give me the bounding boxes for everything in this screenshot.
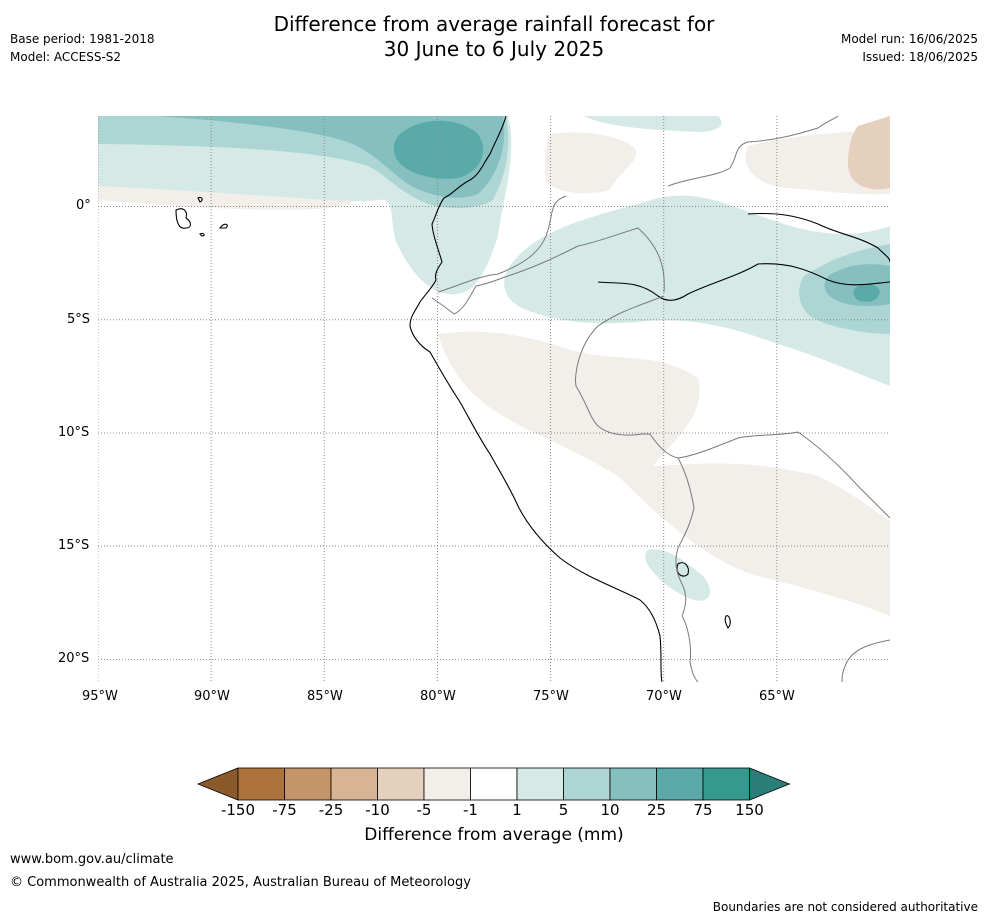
colorbar-tick-label: 75	[693, 801, 713, 819]
colorbar-segment	[470, 767, 518, 801]
page-title: Difference from average rainfall forecas…	[0, 12, 988, 62]
lon-label-80w: 80°W	[420, 689, 456, 704]
colorbar-segment	[609, 767, 657, 801]
lon-label-70w: 70°W	[646, 689, 682, 704]
lon-label-85w: 85°W	[307, 689, 343, 704]
colorbar-tick-label: 10	[600, 801, 620, 819]
border-colombia-venezuela	[667, 116, 839, 187]
model-run-text: Model run: 16/06/2025	[840, 32, 978, 46]
colorbar-segment	[330, 767, 378, 801]
island-san-cristobal	[218, 223, 228, 229]
colorbar-tick-label: -75	[272, 801, 297, 819]
lon-label-95w: 95°W	[82, 689, 118, 704]
title-line-1: Difference from average rainfall forecas…	[273, 12, 715, 36]
island-fernandina	[199, 232, 205, 237]
colorbar-segment	[516, 767, 564, 801]
wet-area-25-75-amazon	[853, 284, 880, 302]
border-bolivia-brazil	[797, 431, 890, 519]
legend-title: Difference from average (mm)	[364, 825, 624, 845]
wet-area-1-5-titicaca	[645, 549, 711, 601]
amazon-river-coast	[747, 212, 890, 263]
amazon-river	[597, 263, 890, 301]
model-text: Model: ACCESS-S2	[10, 50, 122, 64]
colorbar-segment	[563, 767, 611, 801]
lat-label-0: 0°	[76, 198, 91, 213]
coastline	[175, 116, 890, 682]
lon-label-65w: 65°W	[759, 689, 795, 704]
base-period-text: Base period: 1981-2018	[10, 32, 155, 46]
lat-label-20s: 20°S	[58, 651, 90, 666]
colorbar-segment	[237, 767, 285, 801]
island-santa-cruz	[197, 196, 203, 203]
colorbar-tick-label: -5	[416, 801, 432, 819]
colorbar-segment	[284, 767, 332, 801]
lat-label-10s: 10°S	[58, 425, 90, 440]
wet-area-25-75-ocean	[393, 120, 484, 179]
country-borders	[431, 116, 890, 682]
colorbar-segment	[423, 767, 471, 801]
colorbar-segment	[702, 767, 750, 801]
border-colombia-ecuador	[437, 195, 567, 293]
wet-area-1-5-amazon	[504, 195, 890, 386]
gridlines	[98, 116, 890, 682]
lat-label-15s: 15°S	[58, 538, 90, 553]
dry-area-peru-colombia	[544, 132, 637, 194]
wet-area-1-5-north	[584, 116, 722, 132]
lon-label-75w: 75°W	[533, 689, 569, 704]
colorbar-tick-label: 1	[512, 801, 522, 819]
galapagos-islands	[175, 196, 228, 237]
colorbar-segment	[377, 767, 425, 801]
dry-area-brazil-inner	[848, 116, 890, 190]
colorbar-tick-label: 5	[558, 801, 569, 819]
colorbar-tick-label: -1	[463, 801, 478, 819]
border-ecuador-peru	[431, 275, 509, 315]
lake-poopo	[724, 615, 731, 629]
colorbar-extend-max	[749, 767, 791, 801]
border-peru-bolivia	[675, 457, 695, 617]
colorbar-segments	[196, 767, 791, 801]
website-text: www.bom.gov.au/climate	[10, 852, 174, 867]
colorbar	[196, 767, 791, 801]
disclaimer-text: Boundaries are not considered authoritat…	[712, 900, 978, 914]
issued-text: Issued: 18/06/2025	[862, 50, 978, 64]
colorbar-extend-min	[196, 767, 239, 801]
colorbar-tick-label: -10	[365, 801, 390, 819]
title-line-2: 30 June to 6 July 2025	[383, 37, 605, 61]
island-isabela	[175, 208, 192, 229]
rainfall-map	[98, 116, 890, 682]
border-colombia-peru	[507, 227, 665, 293]
colorbar-tick-label: -25	[318, 801, 344, 819]
copyright-text: © Commonwealth of Australia 2025, Austra…	[10, 875, 471, 890]
border-chile-bolivia	[681, 615, 699, 682]
lat-label-5s: 5°S	[67, 312, 91, 327]
border-paraguay	[841, 639, 890, 682]
colorbar-tick-label: 150	[735, 801, 764, 819]
anomaly-shading	[98, 116, 890, 616]
colorbar-segment	[656, 767, 704, 801]
colorbar-tick-label: 25	[646, 801, 667, 819]
colorbar-tick-label: -150	[220, 801, 256, 819]
lon-label-90w: 90°W	[194, 689, 230, 704]
south-america-coast	[409, 116, 663, 682]
border-peru-brazil	[575, 295, 799, 459]
